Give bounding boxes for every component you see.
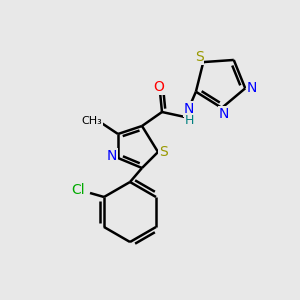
Text: N: N xyxy=(219,107,229,121)
Text: CH₃: CH₃ xyxy=(82,116,102,126)
Text: S: S xyxy=(159,145,167,159)
Text: H: H xyxy=(184,113,194,127)
Text: N: N xyxy=(184,102,194,116)
Text: S: S xyxy=(195,50,204,64)
Text: N: N xyxy=(247,81,257,95)
Text: N: N xyxy=(107,149,117,163)
Text: O: O xyxy=(154,80,164,94)
Text: Cl: Cl xyxy=(71,183,85,197)
